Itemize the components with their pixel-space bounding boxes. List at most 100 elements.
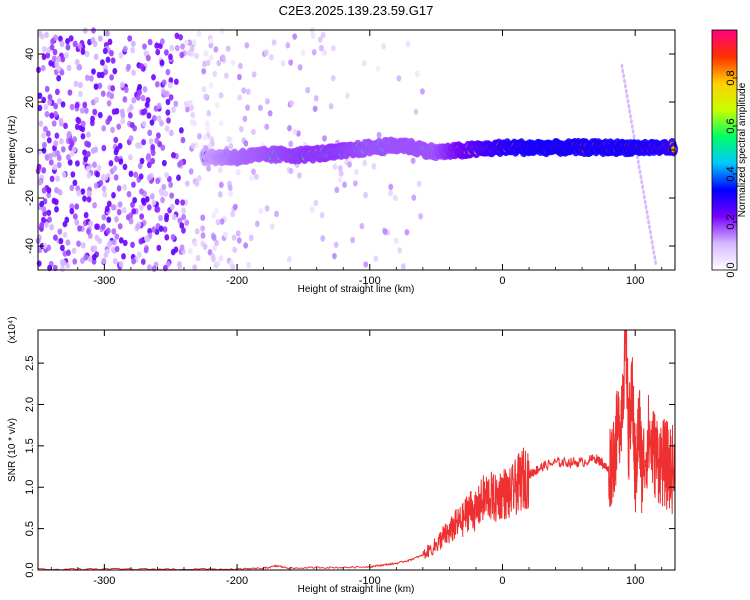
noise-speck — [111, 108, 117, 115]
noise-speck — [173, 100, 179, 108]
noise-speck — [150, 149, 156, 157]
noise-speck — [76, 240, 81, 247]
noise-speck — [235, 169, 241, 176]
noise-speck — [228, 190, 234, 197]
y-tick-label: 2.0 — [24, 397, 36, 412]
noise-speck — [205, 59, 211, 67]
noise-speck — [110, 204, 116, 211]
noise-speck — [55, 175, 61, 182]
noise-speck — [288, 140, 294, 148]
noise-speck — [63, 122, 68, 130]
noise-speck — [168, 53, 173, 60]
noise-speck — [418, 213, 424, 220]
noise-speck — [83, 254, 89, 261]
streak-speck — [626, 98, 630, 104]
noise-speck — [165, 98, 171, 106]
noise-speck — [39, 221, 45, 229]
noise-speck — [82, 101, 88, 109]
noise-speck — [82, 195, 87, 202]
noise-speck — [410, 157, 416, 164]
noise-speck — [170, 233, 176, 241]
noise-speck — [130, 46, 136, 54]
noise-speck — [128, 218, 134, 225]
noise-speck — [151, 226, 157, 233]
streak-speck — [645, 209, 649, 215]
noise-speck — [185, 106, 190, 113]
noise-speck — [111, 228, 117, 235]
noise-speck — [208, 82, 214, 89]
streak-speck — [622, 73, 626, 79]
noise-speck — [170, 248, 176, 256]
streak-speck — [627, 103, 631, 109]
noise-speck — [59, 40, 65, 48]
noise-speck — [207, 143, 213, 150]
streak-speck — [629, 114, 632, 119]
streak-speck — [654, 260, 657, 265]
snr-background — [38, 330, 675, 570]
noise-speck — [305, 86, 311, 94]
noise-speck — [111, 192, 116, 199]
noise-speck — [93, 182, 99, 189]
noise-speck — [178, 127, 184, 134]
noise-speck — [238, 62, 243, 70]
noise-speck — [143, 50, 149, 57]
noise-speck — [58, 117, 64, 125]
noise-speck — [93, 83, 99, 90]
noise-speck — [83, 107, 89, 114]
noise-speck — [146, 264, 152, 271]
noise-speck — [41, 167, 47, 174]
noise-speck — [362, 159, 368, 167]
streak-speck — [621, 68, 625, 74]
noise-speck — [78, 90, 83, 98]
noise-speck — [241, 87, 247, 94]
noise-speck — [91, 68, 96, 75]
noise-speck — [114, 155, 120, 163]
noise-speck — [139, 188, 144, 195]
noise-speck — [161, 79, 167, 86]
noise-speck — [180, 199, 186, 206]
noise-speck — [342, 181, 347, 188]
noise-speck — [322, 49, 327, 56]
noise-speck — [146, 174, 152, 182]
noise-speck — [171, 106, 176, 113]
noise-speck — [287, 125, 292, 132]
noise-speck — [70, 171, 76, 178]
noise-speck — [114, 216, 119, 223]
noise-speck — [237, 94, 243, 101]
noise-speck — [82, 27, 88, 34]
noise-speck — [113, 174, 119, 181]
y-tick-label: 0.0 — [24, 562, 36, 577]
noise-speck — [80, 242, 86, 249]
noise-speck — [150, 144, 156, 151]
noise-speck — [200, 214, 206, 221]
noise-speck — [105, 248, 110, 255]
noise-speck — [85, 228, 91, 235]
noise-speck — [102, 64, 108, 71]
noise-speck — [147, 232, 153, 239]
noise-speck — [363, 261, 369, 268]
noise-speck — [128, 170, 134, 178]
noise-speck — [180, 136, 186, 144]
noise-speck — [411, 194, 417, 201]
noise-speck — [206, 110, 212, 117]
noise-speck — [186, 49, 192, 57]
noise-speck — [164, 234, 170, 241]
noise-speck — [130, 40, 136, 47]
colorbar-tick-label: 0.0 — [725, 262, 737, 277]
snr-line — [37, 329, 676, 571]
noise-speck — [158, 214, 163, 222]
noise-speck — [146, 161, 152, 169]
noise-speck — [163, 49, 169, 56]
noise-speck — [189, 45, 195, 52]
noise-speck — [245, 88, 251, 95]
noise-speck — [72, 179, 78, 187]
noise-speck — [210, 253, 216, 260]
noise-speck — [214, 239, 219, 247]
noise-speck — [62, 231, 68, 239]
noise-speck — [249, 174, 254, 182]
noise-speck — [156, 115, 162, 122]
noise-speck — [237, 73, 242, 81]
noise-speck — [164, 215, 169, 223]
noise-speck — [235, 230, 241, 237]
noise-speck — [68, 137, 74, 145]
